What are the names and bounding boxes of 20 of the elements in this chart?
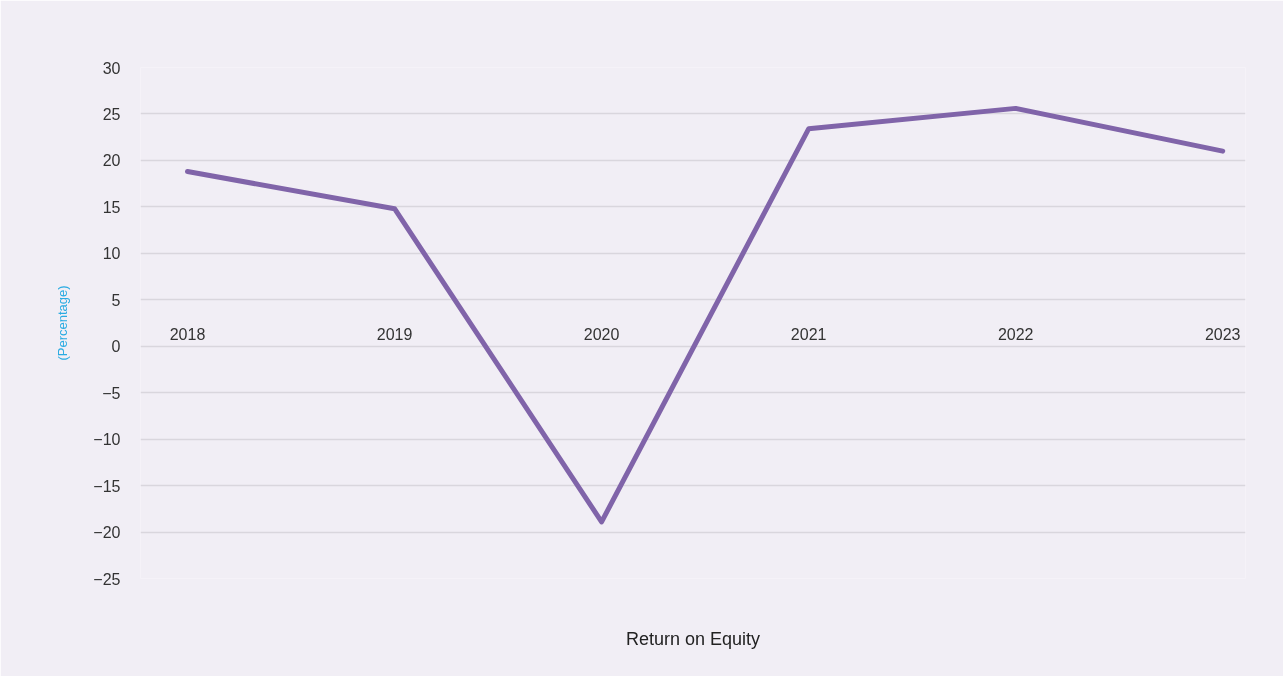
y-tick-label: 20 (102, 152, 121, 170)
y-tick-label: −25 (93, 570, 121, 588)
x-tick-label: 2021 (790, 326, 827, 344)
y-tick-label: −10 (93, 431, 121, 449)
x-tick-label: 2020 (583, 326, 620, 344)
y-tick-label: −5 (102, 384, 121, 402)
y-tick-label: 15 (102, 198, 121, 216)
y-tick-label: 25 (102, 105, 121, 123)
x-tick-label: 2018 (169, 326, 206, 344)
y-axis-title: (Percentage) (55, 285, 71, 361)
y-tick-label: 10 (102, 245, 121, 263)
y-tick-label: 0 (111, 338, 121, 356)
y-tick-label: −15 (93, 477, 121, 495)
x-axis-title: Return on Equity (625, 628, 761, 649)
y-tick-label: 5 (111, 291, 121, 309)
y-tick-label: 30 (102, 59, 121, 77)
x-tick-label: 2019 (376, 326, 413, 344)
x-tick-label: 2023 (1204, 326, 1241, 344)
y-tick-label: −20 (93, 524, 121, 542)
x-tick-label: 2022 (997, 326, 1034, 344)
